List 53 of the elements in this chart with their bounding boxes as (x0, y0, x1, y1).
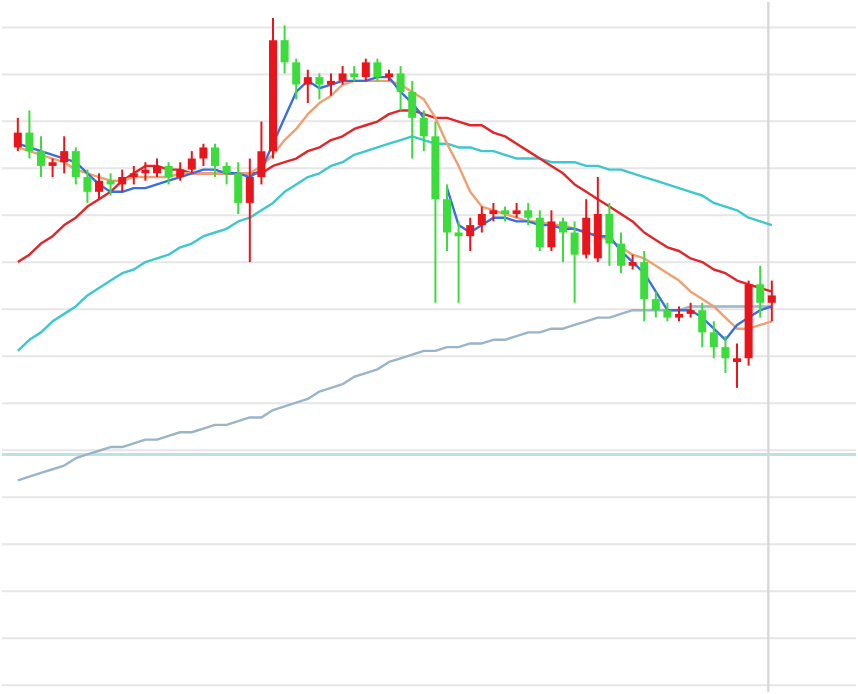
candlestick (315, 72, 324, 101)
candlestick (153, 157, 161, 179)
candlestick (570, 220, 579, 304)
candlestick (257, 120, 266, 186)
candlestick (234, 161, 243, 216)
candlestick (559, 216, 568, 264)
candlestick (60, 135, 69, 175)
candlestick (709, 320, 718, 360)
candlestick (547, 209, 556, 252)
candlestick (280, 24, 289, 75)
candlestick (37, 135, 45, 179)
candlestick (95, 172, 103, 201)
candlestick (373, 57, 382, 82)
candlestick (129, 164, 138, 186)
candlestick (71, 146, 80, 186)
candlestick (733, 342, 742, 389)
candlestick (361, 57, 370, 82)
candlestick (83, 168, 92, 204)
candlestick (767, 279, 776, 323)
candlestick (211, 142, 219, 179)
candlestick (663, 301, 672, 323)
candlestick (222, 161, 231, 186)
candlestick (651, 290, 660, 319)
candlestick (245, 157, 254, 264)
candlestick (176, 161, 185, 182)
candlestick (605, 201, 614, 267)
candlestick (617, 231, 626, 275)
candlestick (489, 201, 498, 223)
candlestick (593, 176, 602, 264)
candlestick (303, 68, 312, 105)
candlestick (466, 216, 475, 252)
candlestick (118, 168, 127, 193)
candlestick (419, 109, 428, 153)
candlestick (535, 209, 544, 252)
candlestick (25, 109, 34, 160)
candlestick (292, 57, 301, 101)
candlestick (396, 65, 405, 112)
candlestick (199, 142, 208, 167)
candlestick (408, 79, 417, 160)
candlestick (524, 201, 533, 227)
candlestick (698, 301, 707, 349)
candlestick (164, 161, 173, 186)
candlestick (582, 198, 591, 260)
candlestick (640, 250, 649, 323)
candlestick (756, 264, 765, 319)
candlestick (48, 157, 57, 179)
candlestick (721, 335, 730, 375)
candlestick (13, 116, 22, 153)
candlestick (187, 150, 196, 175)
candlestick (443, 183, 452, 252)
candlestick (327, 72, 336, 97)
candlestick (338, 65, 347, 86)
candlestick (477, 205, 486, 234)
